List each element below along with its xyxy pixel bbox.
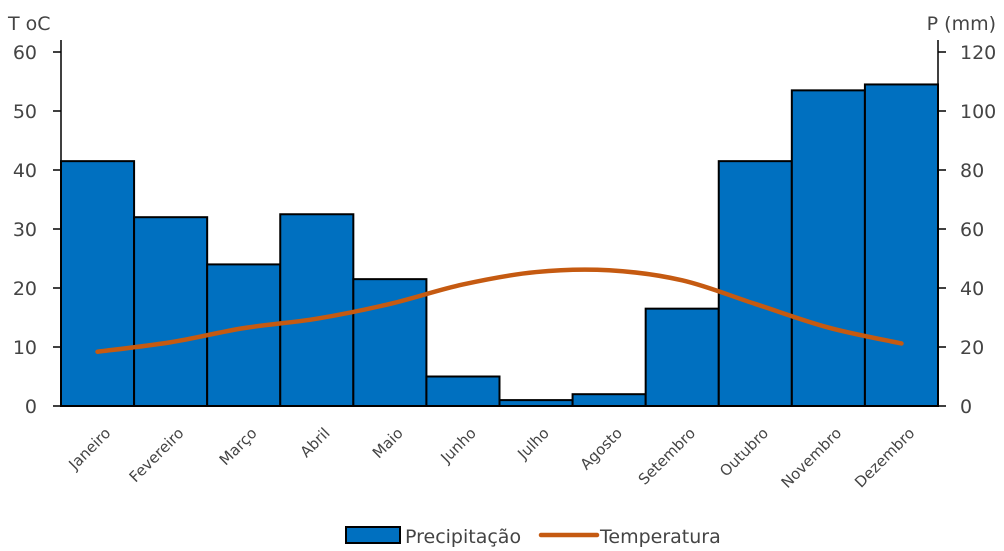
left-axis-title: T oC xyxy=(7,13,51,35)
precipitation-bar-0 xyxy=(60,160,136,407)
category-label-5: Junho xyxy=(437,424,480,467)
precipitation-bar-5 xyxy=(425,375,501,407)
axes xyxy=(53,40,946,407)
category-label-1: Fevereiro xyxy=(126,424,188,486)
category-label-4: Maio xyxy=(369,424,407,462)
category-label-3: Abril xyxy=(297,424,334,461)
left-tick-label: 50 xyxy=(13,101,37,123)
precipitation-bar-10 xyxy=(790,89,866,407)
right-axis-title: P (mm) xyxy=(927,13,996,35)
precipitation-bar-9 xyxy=(717,160,793,407)
precipitation-bar-2 xyxy=(206,263,282,407)
category-label-0: Janeiro xyxy=(64,424,114,474)
category-label-6: Julho xyxy=(513,424,552,463)
precipitation-bars xyxy=(60,83,940,408)
legend: Precipitação Temperatura xyxy=(345,526,721,548)
precipitation-bar-8 xyxy=(644,307,720,407)
right-tick-label: 40 xyxy=(960,278,984,300)
category-label-11: Dezembro xyxy=(851,424,918,491)
left-tick-label: 40 xyxy=(13,160,37,182)
precipitation-bar-3 xyxy=(279,213,355,407)
left-tick-label: 0 xyxy=(25,396,37,418)
legend-label-precipitacao: Precipitação xyxy=(405,526,521,547)
right-tick-label: 80 xyxy=(960,160,984,182)
left-tick-label: 30 xyxy=(13,219,37,241)
category-label-7: Agosto xyxy=(577,424,626,473)
legend-swatch-precipitacao xyxy=(345,526,401,544)
category-label-2: Março xyxy=(216,424,261,469)
right-tick-label: 20 xyxy=(960,337,984,359)
left-tick-label: 60 xyxy=(13,42,37,64)
left-tick-label: 20 xyxy=(13,278,37,300)
right-tick-label: 0 xyxy=(960,396,972,418)
legend-label-temperatura: Temperatura xyxy=(599,526,721,547)
right-tick-label: 120 xyxy=(960,42,996,64)
left-tick-label: 10 xyxy=(13,337,37,359)
temperature-line-layer xyxy=(95,267,904,354)
right-tick-label: 60 xyxy=(960,219,984,241)
precipitation-bar-4 xyxy=(352,278,428,407)
precipitation-bar-7 xyxy=(571,393,647,408)
category-label-10: Novembro xyxy=(778,424,846,492)
category-label-9: Outubro xyxy=(716,424,772,480)
precipitation-bar-11 xyxy=(863,83,940,407)
temperature-line xyxy=(95,267,904,354)
category-label-8: Setembro xyxy=(635,424,699,488)
right-tick-label: 100 xyxy=(960,101,996,123)
precipitation-bar-1 xyxy=(133,216,209,407)
precipitation-bar-6 xyxy=(498,399,574,408)
